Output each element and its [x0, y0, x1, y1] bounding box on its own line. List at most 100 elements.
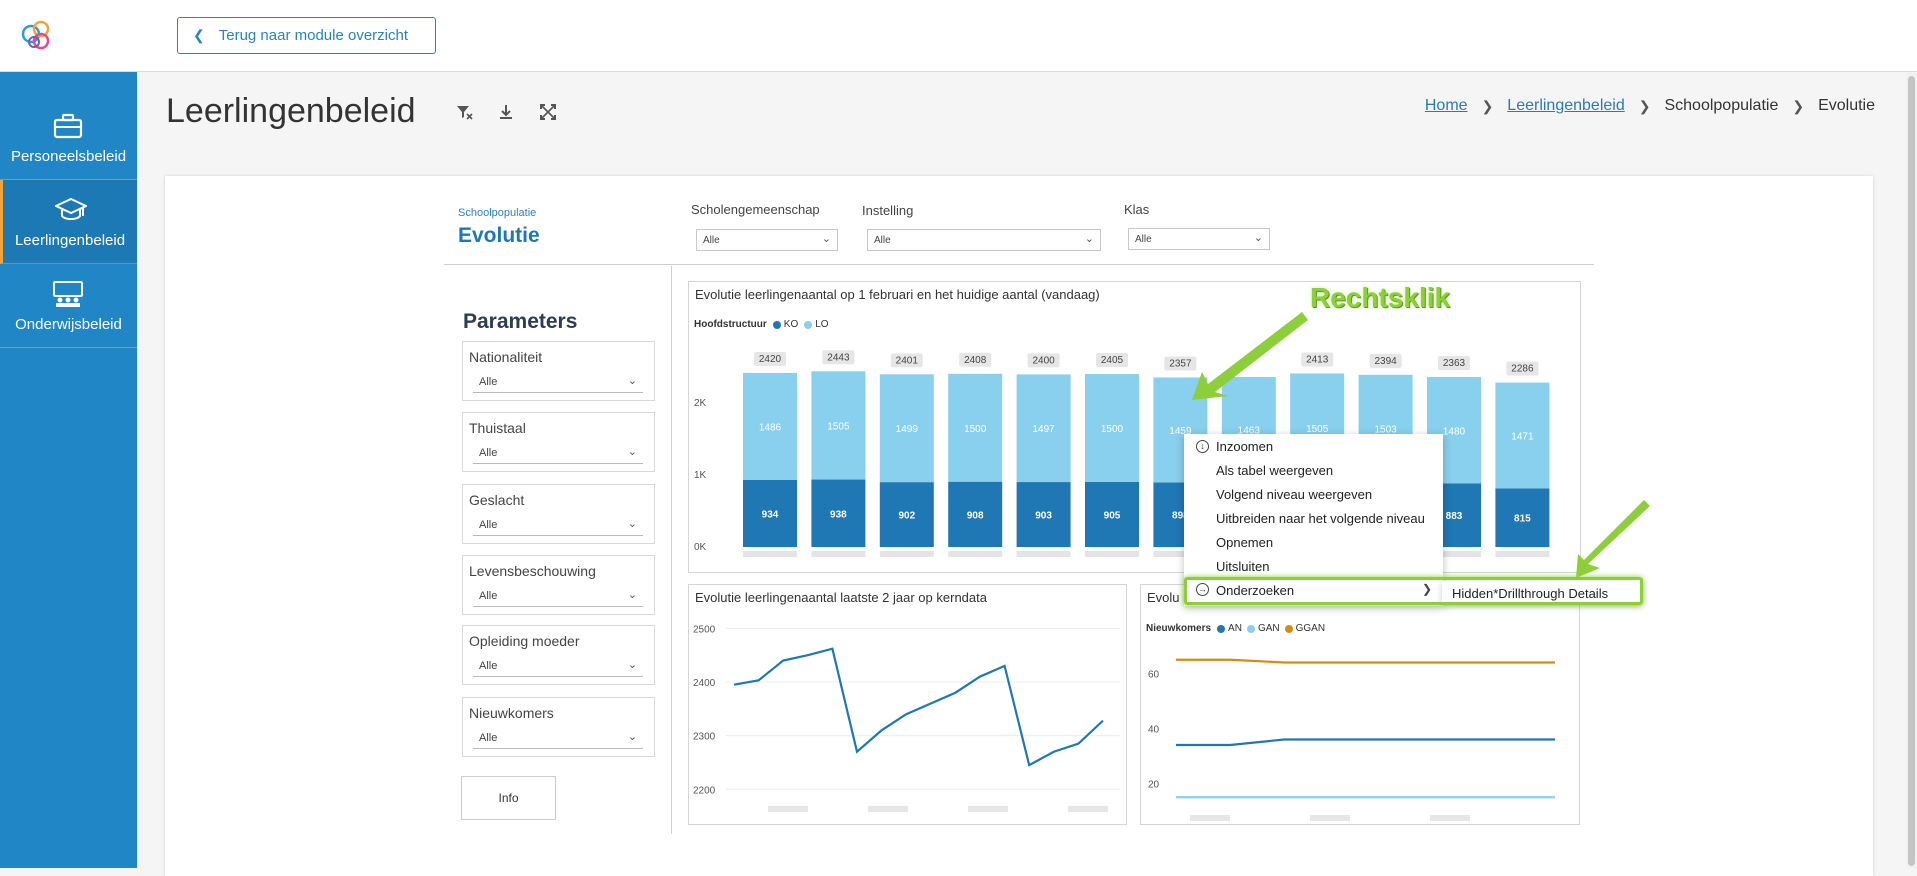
x-tick-label-blurred: [1085, 551, 1139, 557]
top-bar: ❮ Terug naar module overzicht: [0, 0, 1917, 72]
scrollbar-thumb[interactable]: [1908, 76, 1915, 866]
line-chart[interactable]: 2200 2300 2400 2500: [688, 608, 1127, 825]
bar-label-lo: 1505: [827, 421, 850, 432]
newcomers-legend: Nieuwkomers AN GAN GGAN: [1146, 623, 1325, 634]
filter-label-klas: Klas: [1124, 202, 1150, 217]
param-geslacht[interactable]: Geslacht Alle ⌄: [462, 484, 655, 544]
y-tick-label: 2500: [693, 624, 716, 635]
x-tick-label-blurred: [811, 551, 866, 557]
line-chart-panel[interactable]: Evolutie leerlingenaantal laatste 2 jaar…: [688, 584, 1127, 825]
param-select[interactable]: Alle ⌄: [473, 586, 643, 607]
param-label: Nieuwkomers: [469, 705, 554, 721]
param-opleiding-moeder[interactable]: Opleiding moeder Alle ⌄: [462, 625, 655, 685]
param-levensbeschouwing[interactable]: Levensbeschouwing Alle ⌄: [462, 555, 655, 615]
x-tick-label-blurred: [879, 551, 934, 557]
sidebar-item-label: Onderwijsbeleid: [15, 316, 122, 333]
sidebar-item-personeelsbeleid[interactable]: Personeelsbeleid: [0, 96, 137, 180]
total-badge: [890, 353, 923, 368]
param-value: Alle: [479, 732, 498, 744]
param-value: Alle: [479, 376, 498, 388]
download-icon[interactable]: [497, 103, 515, 121]
param-select[interactable]: Alle ⌄: [473, 372, 643, 393]
x-tick-label-blurred: [1190, 815, 1230, 821]
line-series-an: [1176, 738, 1555, 747]
param-select[interactable]: Alle ⌄: [473, 443, 643, 464]
menu-item-inzoomen[interactable]: Inzoomen: [1216, 439, 1274, 454]
clear-filter-icon[interactable]: [455, 103, 473, 121]
scrollbar[interactable]: [1906, 72, 1917, 868]
bar-ko: [1495, 488, 1550, 547]
fullscreen-icon[interactable]: [539, 103, 557, 121]
legend-title: Nieuwkomers: [1146, 623, 1212, 634]
newcomers-chart[interactable]: 20 40 60: [1140, 636, 1580, 825]
y-tick-label: 1K: [694, 470, 707, 481]
breadcrumb-leerlingenbeleid[interactable]: Leerlingenbeleid: [1507, 97, 1625, 114]
filter-value: Alle: [1135, 234, 1152, 245]
total-badge: [822, 350, 855, 365]
param-select[interactable]: Alle ⌄: [473, 728, 643, 749]
bar-label-lo: 1463: [1238, 426, 1261, 437]
menu-item-onderzoeken[interactable]: Onderzoeken: [1216, 583, 1295, 598]
param-nationaliteit[interactable]: Nationaliteit Alle ⌄: [462, 341, 655, 401]
bar-lo: [1016, 374, 1071, 483]
chart-title: Evolutie leerlingenaantal laatste 2 jaar…: [695, 590, 987, 605]
menu-item-uitsluiten[interactable]: Uitsluiten: [1216, 559, 1270, 574]
total-badge: [1301, 352, 1334, 367]
legend-gan: GAN: [1257, 623, 1280, 634]
y-tick-label: 2400: [693, 678, 716, 689]
menu-item-als-tabel[interactable]: Als tabel weergeven: [1216, 463, 1334, 478]
bar-label-ko: 883: [1446, 511, 1463, 522]
y-tick-label: 2300: [693, 732, 716, 743]
menu-item-uitbreiden[interactable]: Uitbreiden naar het volgende niveau: [1216, 511, 1425, 526]
y-tick-label: 40: [1148, 725, 1160, 736]
x-tick-label-blurred: [868, 806, 908, 812]
chevron-down-icon: ⌄: [627, 518, 637, 530]
param-select[interactable]: Alle ⌄: [473, 515, 643, 536]
chevron-right-icon: ❯: [1481, 97, 1494, 114]
x-tick-label-blurred: [1153, 551, 1208, 557]
filter-select-scholengemeenschap[interactable]: Alle ⌄: [696, 229, 838, 251]
filter-select-klas[interactable]: Alle ⌄: [1128, 228, 1270, 250]
line-series: [733, 647, 1104, 767]
x-tick-label-blurred: [1427, 551, 1481, 557]
bar-label-ko: 934: [762, 509, 779, 520]
divider: [444, 264, 1594, 265]
back-to-modules-button[interactable]: ❮ Terug naar module overzicht: [177, 17, 436, 54]
menu-item-opnemen[interactable]: Opnemen: [1216, 535, 1274, 550]
bar-lo: [879, 374, 934, 483]
x-tick-label-blurred: [1068, 806, 1108, 812]
breadcrumb-home[interactable]: Home: [1424, 97, 1468, 114]
divider: [671, 266, 672, 834]
x-tick-label-blurred: [948, 551, 1003, 557]
total-badge: [754, 351, 786, 366]
bar-label-lo: 1459: [1169, 426, 1192, 437]
sidebar-item-onderwijsbeleid[interactable]: Onderwijsbeleid: [0, 264, 137, 348]
param-nieuwkomers[interactable]: Nieuwkomers Alle ⌄: [462, 697, 655, 757]
bar-label-total: 2405: [1101, 355, 1124, 366]
total-badge: [1506, 361, 1539, 376]
page-title: Leerlingenbeleid: [166, 92, 416, 130]
param-label: Levensbeschouwing: [469, 563, 596, 579]
bar-lo: [743, 372, 797, 480]
bar-lo: [1495, 382, 1550, 489]
bar-label-ko: 905: [1104, 510, 1121, 521]
chevron-left-icon: ❮: [193, 27, 205, 43]
menu-item-volgend-niveau[interactable]: Volgend niveau weergeven: [1216, 487, 1373, 502]
bar-label-lo: 1486: [759, 422, 782, 433]
report-title: Evolutie: [458, 224, 540, 247]
legend-an: AN: [1228, 623, 1242, 634]
newcomers-chart-panel[interactable]: Evolu: [1140, 584, 1580, 825]
submenu-drillthrough[interactable]: Hidden*Drillthrough Details: [1442, 581, 1642, 605]
chevron-right-icon: ❯: [1638, 97, 1651, 114]
filter-select-instelling[interactable]: Alle ⌄: [867, 229, 1101, 251]
param-thuistaal[interactable]: Thuistaal Alle ⌄: [462, 412, 655, 472]
total-badge: [1096, 353, 1128, 368]
bar-ko: [1085, 481, 1139, 547]
param-select[interactable]: Alle ⌄: [473, 656, 643, 677]
filter-label-instelling: Instelling: [862, 203, 914, 218]
breadcrumb-evolutie: Evolutie: [1818, 97, 1875, 114]
info-button[interactable]: Info: [461, 776, 556, 820]
bar-label-total: 2357: [1169, 358, 1192, 369]
app-logo[interactable]: [16, 16, 56, 56]
sidebar-item-leerlingenbeleid[interactable]: Leerlingenbeleid: [0, 180, 137, 264]
